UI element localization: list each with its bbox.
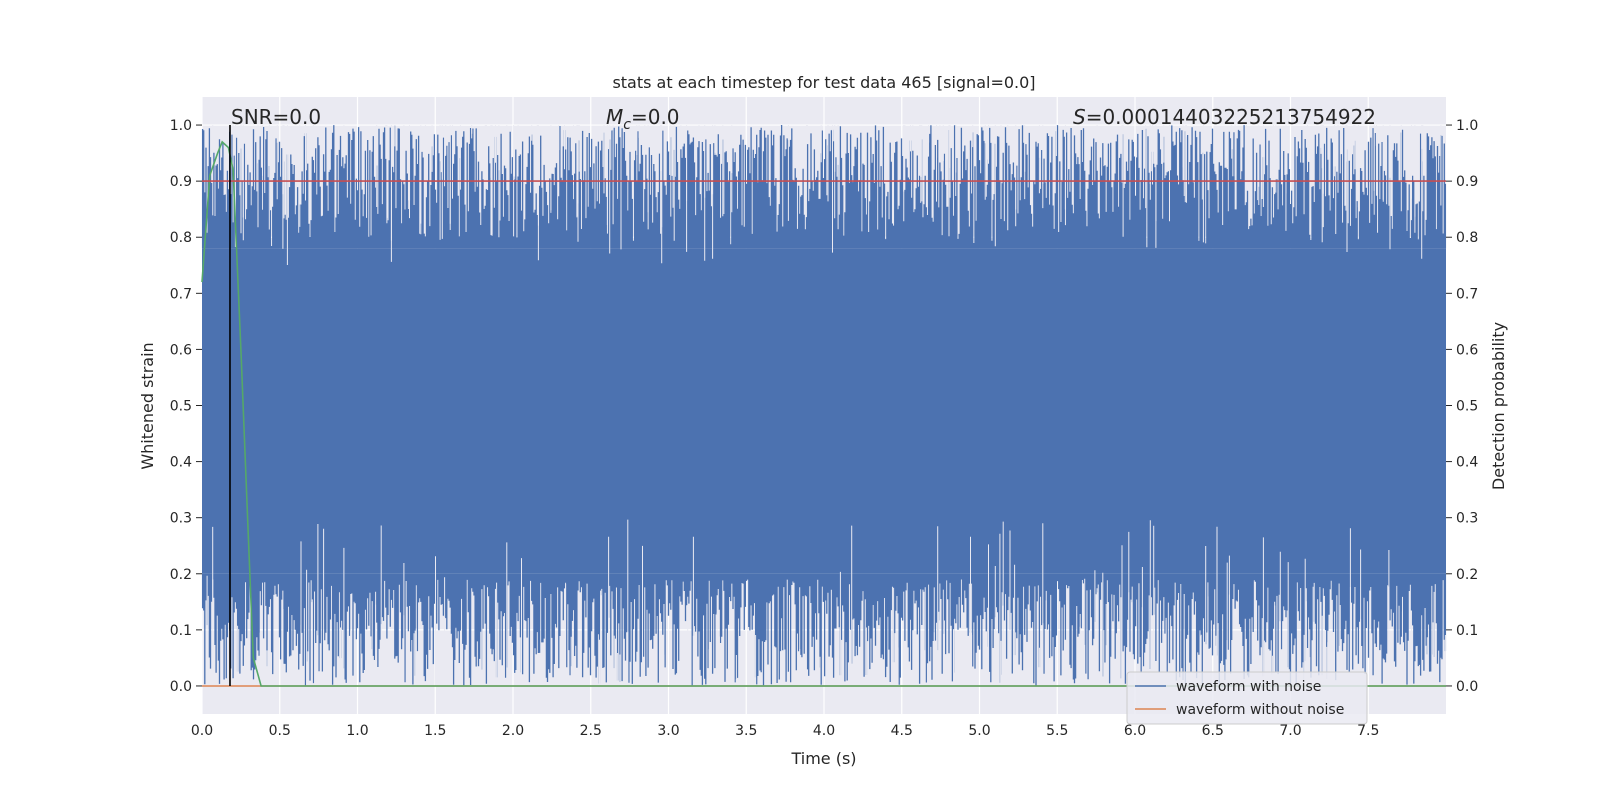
chart-title: stats at each timestep for test data 465…	[612, 73, 1035, 92]
y-tick-label-right: 0.8	[1456, 230, 1478, 246]
y-tick-label-right: 0.2	[1456, 567, 1478, 583]
legend: waveform with noise waveform without noi…	[1126, 671, 1368, 725]
y-tick-label-left: 0.9	[170, 174, 192, 190]
y-tick-label-left: 0.0	[170, 679, 192, 695]
y-tick-label-right: 0.9	[1456, 174, 1478, 190]
x-tick-label: 0.0	[191, 723, 213, 739]
detection-probability-line	[201, 140, 1446, 687]
y-tick-label-left: 0.6	[170, 342, 192, 358]
noise-waveform-upper-gaps	[212, 125, 1442, 265]
legend-label-clean: waveform without noise	[1176, 702, 1344, 718]
y-tick-label-right: 0.3	[1456, 511, 1478, 527]
noise-waveform-upper-spikes	[201, 125, 1447, 249]
x-tick-label: 5.0	[968, 723, 990, 739]
x-tick-label: 1.0	[346, 723, 368, 739]
y-tick-label-left: 0.3	[170, 511, 192, 527]
y-tick-label-left: 0.5	[170, 399, 192, 415]
x-tick-label: 7.0	[1279, 723, 1301, 739]
y-tick-label-right: 1.0	[1456, 118, 1478, 134]
mc-subscript: c	[623, 117, 631, 133]
x-tick-label: 5.5	[1046, 723, 1068, 739]
y-tick-label-left: 0.8	[170, 230, 192, 246]
x-tick-label: 0.5	[269, 723, 291, 739]
mc-annotation: Mc=0.0	[606, 105, 680, 133]
y-tick-label-right: 0.0	[1456, 679, 1478, 695]
y-tick-label-right: 0.4	[1456, 455, 1478, 471]
legend-box	[1126, 671, 1368, 725]
x-tick-label: 2.0	[502, 723, 524, 739]
y-tick-label-left: 0.2	[170, 567, 192, 583]
legend-label-noise: waveform with noise	[1176, 679, 1321, 695]
y-tick-label-right: 0.7	[1456, 286, 1478, 302]
y-tick-label-left: 0.4	[170, 455, 192, 471]
y-tick-label-left: 1.0	[170, 118, 192, 134]
x-tick-label: 4.5	[891, 723, 913, 739]
x-tick-label: 6.5	[1202, 723, 1224, 739]
s-symbol: S	[1073, 105, 1086, 129]
tick-layer: 0.0 0.5 1.0 1.5 2.0 2.5 3.0 3.5 4.0 4.5 5.0 5.5 6.0 6…	[170, 118, 1479, 739]
y-tick-label-right: 0.1	[1456, 623, 1478, 639]
x-tick-label: 1.5	[424, 723, 446, 739]
y-tick-label-left: 0.1	[170, 623, 192, 639]
y-axis-label: Whitened strain	[138, 342, 157, 469]
noise-waveform-body	[202, 248, 1446, 574]
x-tick-label: 6.0	[1124, 723, 1146, 739]
y-tick-label-left: 0.7	[170, 286, 192, 302]
mc-value: =0.0	[631, 105, 680, 129]
y-axis-label-right: Detection probability	[1489, 322, 1508, 490]
x-tick-label: 2.5	[580, 723, 602, 739]
snr-annotation: SNR=0.0	[231, 105, 321, 129]
x-tick-label: 3.5	[735, 723, 757, 739]
noise-layer	[201, 125, 1447, 686]
x-tick-label: 3.0	[657, 723, 679, 739]
s-annotation: S=0.00014403225213754922	[1073, 105, 1376, 129]
x-tick-label: 7.5	[1357, 723, 1379, 739]
x-tick-label: 4.0	[813, 723, 835, 739]
s-value: =0.00014403225213754922	[1086, 105, 1376, 129]
x-axis-label: Time (s)	[790, 749, 856, 768]
noise-waveform-lower-gaps	[206, 519, 1446, 686]
y-tick-label-right: 0.5	[1456, 399, 1478, 415]
y-tick-label-right: 0.6	[1456, 342, 1478, 358]
mc-symbol: M	[606, 105, 623, 129]
